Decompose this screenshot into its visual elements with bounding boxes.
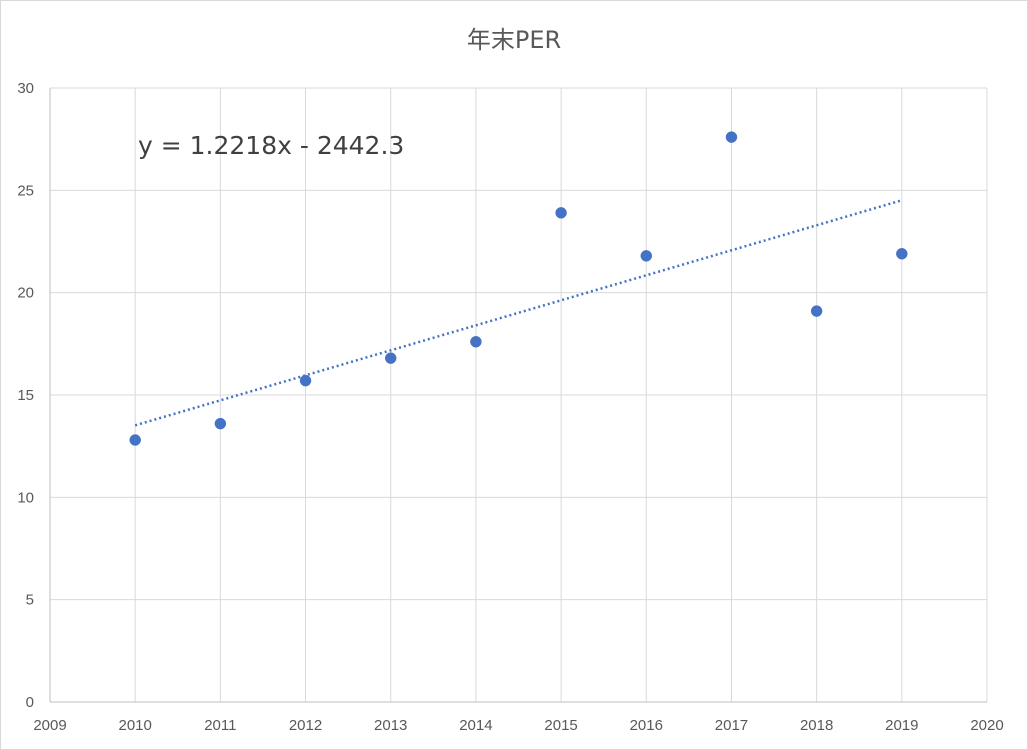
trendline-group bbox=[134, 199, 903, 427]
x-tick-label: 2012 bbox=[289, 717, 322, 734]
data-point bbox=[384, 352, 397, 364]
data-point bbox=[810, 305, 823, 317]
tick-labels: 0 5 10 15 20 25 30 2009 2010 2011 2012 2013 2014 2015… bbox=[17, 80, 1003, 734]
x-tick-label: 2018 bbox=[800, 717, 833, 734]
gridlines bbox=[50, 87, 988, 702]
x-tick-label: 2014 bbox=[459, 717, 492, 734]
x-tick-label: 2017 bbox=[715, 717, 748, 734]
data-point bbox=[129, 434, 141, 446]
y-tick-label: 25 bbox=[17, 182, 34, 199]
axes bbox=[49, 88, 987, 703]
data-point bbox=[896, 248, 908, 260]
data-points bbox=[129, 131, 908, 446]
data-point bbox=[470, 336, 482, 348]
x-tick-label: 2010 bbox=[118, 717, 151, 734]
data-point bbox=[555, 207, 567, 219]
y-tick-label: 20 bbox=[17, 285, 34, 302]
y-tick-label: 30 bbox=[17, 80, 34, 97]
data-point bbox=[640, 250, 653, 262]
y-tick-label: 10 bbox=[17, 489, 34, 506]
trendline-equation: y = 1.2218x - 2442.3 bbox=[138, 131, 404, 160]
x-tick-label: 2015 bbox=[544, 717, 577, 734]
data-point bbox=[725, 131, 738, 143]
y-tick-label: 15 bbox=[17, 387, 34, 404]
trendline bbox=[134, 199, 903, 427]
data-point bbox=[214, 417, 227, 430]
y-tick-label: 5 bbox=[26, 592, 34, 609]
x-tick-label: 2020 bbox=[970, 717, 1003, 734]
y-tick-label: 0 bbox=[26, 694, 34, 711]
x-tick-label: 2019 bbox=[885, 717, 918, 734]
x-tick-label: 2011 bbox=[204, 717, 236, 734]
x-tick-label: 2013 bbox=[374, 717, 407, 734]
x-tick-label: 2016 bbox=[630, 717, 663, 734]
x-tick-label: 2009 bbox=[33, 717, 66, 734]
data-point bbox=[299, 374, 312, 387]
chart-title: 年末PER bbox=[467, 26, 561, 54]
